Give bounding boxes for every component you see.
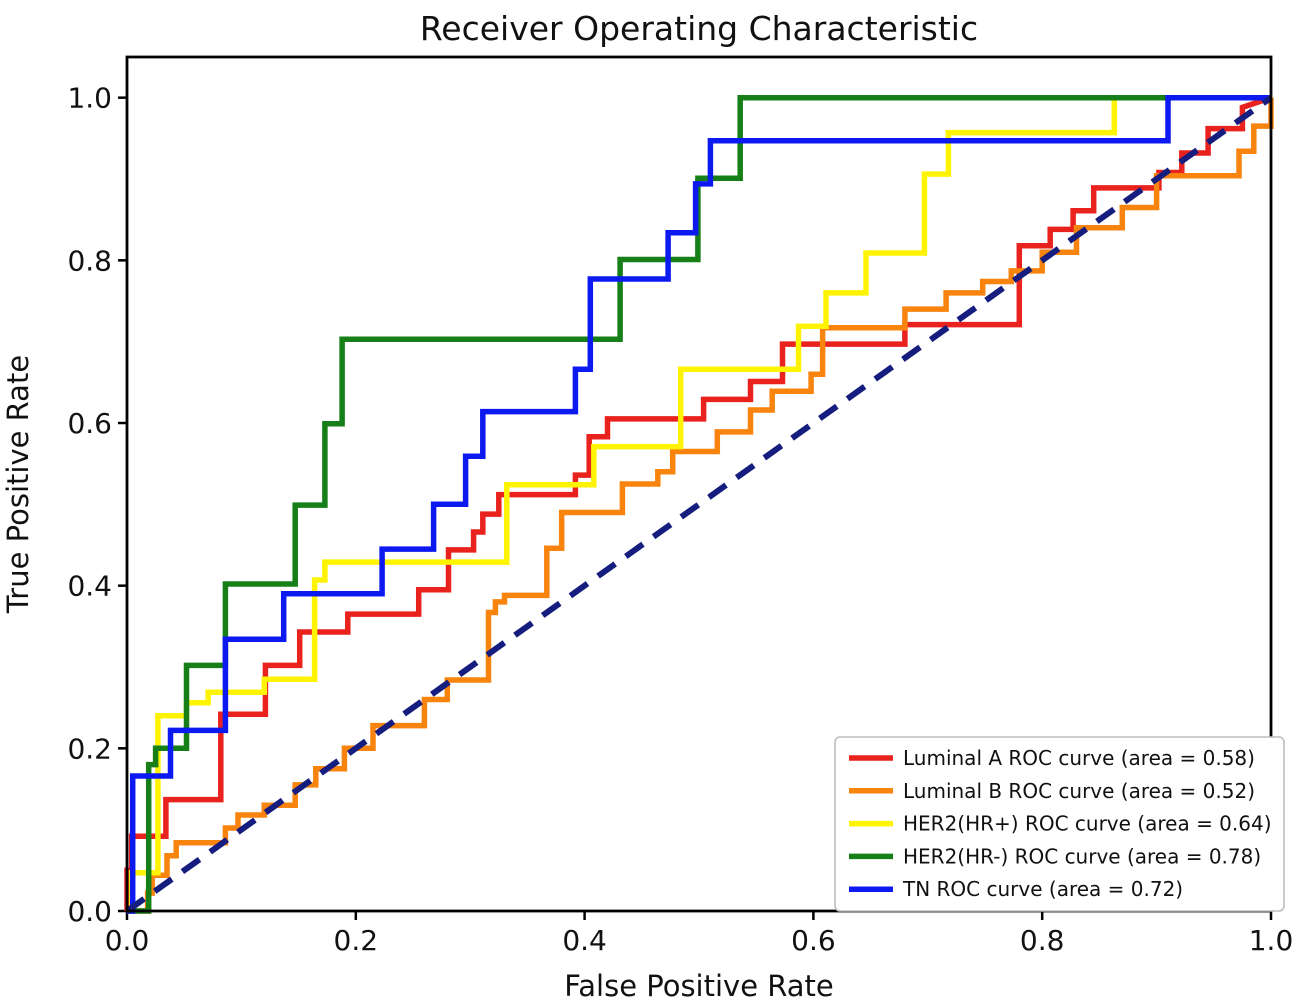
legend-box — [834, 736, 1285, 912]
y-axis-label: True Positive Rate — [1, 355, 35, 614]
y-tick-label: 0.6 — [67, 407, 112, 440]
legend-item: Luminal B ROC curve (area = 0.52) — [849, 779, 1255, 803]
y-tick-label: 0.2 — [67, 732, 112, 765]
chart-title: Receiver Operating Characteristic — [420, 9, 978, 48]
roc-curve-tn — [127, 94, 1271, 914]
axes-frame — [125, 55, 1273, 913]
x-tick-label: 0.8 — [1020, 924, 1065, 957]
x-tick-label: 0.6 — [791, 924, 836, 957]
legend-label: TN ROC curve (area = 0.72) — [902, 877, 1183, 901]
x-tick-label: 0.2 — [334, 924, 379, 957]
x-tick-label: 1.0 — [1249, 924, 1294, 957]
legend-label: Luminal B ROC curve (area = 0.52) — [903, 779, 1255, 803]
legend: Luminal A ROC curve (area = 0.58) Luminal… — [834, 736, 1285, 912]
x-tick-label: 0.0 — [105, 924, 150, 957]
x-tick-label: 0.4 — [562, 924, 607, 957]
x-axis-label: False Positive Rate — [564, 969, 834, 1003]
y-tick-label: 1.0 — [67, 82, 112, 115]
y-tick-label: 0.8 — [67, 244, 112, 277]
legend-label: Luminal A ROC curve (area = 0.58) — [903, 746, 1255, 770]
legend-item: HER2(HR+) ROC curve (area = 0.64) — [849, 812, 1272, 836]
y-tick-label: 0.4 — [67, 570, 112, 603]
roc-curve-luminal-a — [124, 95, 1272, 911]
legend-item: HER2(HR-) ROC curve (area = 0.78) — [849, 844, 1261, 868]
legend-item: TN ROC curve (area = 0.72) — [849, 877, 1183, 901]
legend-item: Luminal A ROC curve (area = 0.58) — [849, 746, 1255, 770]
legend-label: HER2(HR+) ROC curve (area = 0.64) — [903, 812, 1272, 836]
chance-diagonal — [125, 95, 1273, 914]
legend-label: HER2(HR-) ROC curve (area = 0.78) — [903, 844, 1261, 868]
y-tick-label: 0.0 — [67, 895, 112, 928]
